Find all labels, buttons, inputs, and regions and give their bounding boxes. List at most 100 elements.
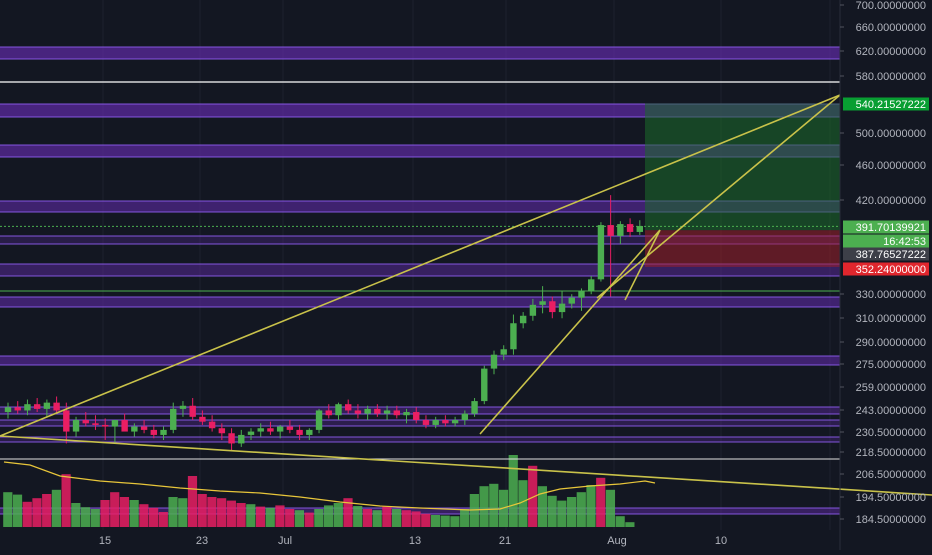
- candle-body: [500, 349, 507, 355]
- candle-body: [461, 413, 469, 421]
- support-resistance-zone: [0, 420, 840, 426]
- candle-body: [432, 420, 439, 425]
- time-tick-label: Aug: [607, 535, 627, 547]
- volume-bar: [508, 455, 518, 527]
- candle-body: [354, 410, 362, 414]
- candle-body: [364, 408, 371, 414]
- volume-bar: [450, 516, 460, 527]
- candle-body: [617, 224, 624, 236]
- volume-bar: [537, 486, 547, 527]
- volume-bar: [139, 504, 149, 527]
- candle-body: [140, 426, 148, 430]
- price-tick-label: 420.00000000: [856, 195, 926, 207]
- volume-bar: [275, 505, 285, 527]
- volume-bar: [333, 503, 343, 527]
- position-loss-zone: [645, 230, 840, 267]
- volume-bar: [469, 494, 479, 527]
- candle-body: [588, 279, 595, 291]
- volume-bar: [323, 505, 334, 527]
- candle-body: [383, 410, 391, 414]
- time-tick-label: 23: [196, 535, 208, 547]
- trendline: [479, 229, 661, 435]
- volume-bar: [372, 510, 382, 527]
- candle-body: [325, 410, 332, 416]
- volume-bar: [382, 506, 392, 527]
- volume-bar: [605, 489, 616, 527]
- candle-body: [626, 224, 634, 232]
- price-badge-label: 16:42:53: [883, 236, 926, 248]
- candle-body: [189, 405, 196, 417]
- candle-body: [218, 428, 226, 434]
- time-tick-label: Jul: [278, 535, 292, 547]
- time-tick-label: 13: [409, 535, 421, 547]
- candle-body: [131, 426, 138, 432]
- candle-body: [24, 404, 31, 411]
- candle-body: [4, 407, 12, 413]
- volume-bar: [294, 510, 304, 527]
- candle-body: [529, 304, 537, 316]
- candle-body: [306, 429, 313, 435]
- volume-bar: [32, 498, 42, 527]
- candle-body: [607, 225, 614, 236]
- price-badge: [843, 234, 929, 248]
- volume-bar: [343, 498, 353, 527]
- trendline: [0, 435, 932, 496]
- volume-bar: [90, 509, 100, 527]
- volume-bar: [518, 480, 528, 527]
- volume-bar: [566, 497, 577, 527]
- volume-bar: [401, 510, 411, 527]
- candle-body: [578, 290, 585, 298]
- support-resistance-zone: [0, 145, 840, 157]
- candle-body: [374, 408, 381, 414]
- price-badge-label: 540.21527222: [856, 99, 926, 111]
- price-badge-label: 387.76527222: [856, 249, 926, 261]
- candle-body: [539, 301, 546, 305]
- price-tick-label: 230.50000000: [856, 427, 926, 439]
- volume-bar: [217, 498, 227, 527]
- candle-body: [53, 402, 60, 411]
- price-tick-label: 660.00000000: [856, 22, 926, 34]
- candle-body: [43, 402, 51, 409]
- volume-bar: [22, 501, 32, 527]
- candle-body: [247, 431, 255, 435]
- candle-body: [14, 407, 21, 411]
- volume-bar: [615, 516, 625, 527]
- volume-bar: [51, 489, 61, 527]
- candle-body: [102, 424, 109, 427]
- support-resistance-zone: [0, 407, 840, 414]
- price-tick-label: 620.00000000: [856, 46, 926, 58]
- volume-bar: [353, 506, 363, 527]
- candle-body: [403, 412, 410, 416]
- volume-bar: [489, 483, 499, 527]
- volume-bar: [547, 495, 557, 527]
- price-badge-label: 391.70139921: [856, 222, 926, 234]
- price-tick-label: 194.50000000: [856, 492, 926, 504]
- volume-bar: [178, 498, 188, 527]
- candle-body: [315, 410, 323, 430]
- volume-bar: [207, 497, 217, 527]
- volume-bar: [246, 504, 256, 527]
- candle-body: [345, 404, 352, 411]
- volume-bar: [255, 506, 266, 527]
- candle-body: [510, 323, 517, 350]
- volume-bar: [42, 494, 52, 527]
- volume-bar: [80, 507, 91, 527]
- time-tick-label: 21: [499, 535, 511, 547]
- price-tick-label: 700.00000000: [856, 0, 926, 12]
- candle-body: [63, 410, 70, 432]
- volume-bar: [168, 497, 178, 527]
- volume-bar: [3, 492, 13, 527]
- candle-body: [335, 404, 342, 416]
- volume-bar: [392, 509, 402, 527]
- volume-bar: [479, 486, 489, 527]
- trendline: [0, 94, 841, 437]
- candle-body: [636, 226, 643, 232]
- candle-body: [549, 301, 556, 313]
- price-tick-label: 330.00000000: [856, 289, 926, 301]
- support-resistance-zone: [0, 236, 840, 244]
- candle-body: [393, 410, 400, 416]
- price-tick-label: 275.00000000: [856, 359, 926, 371]
- volume-bar: [119, 497, 130, 527]
